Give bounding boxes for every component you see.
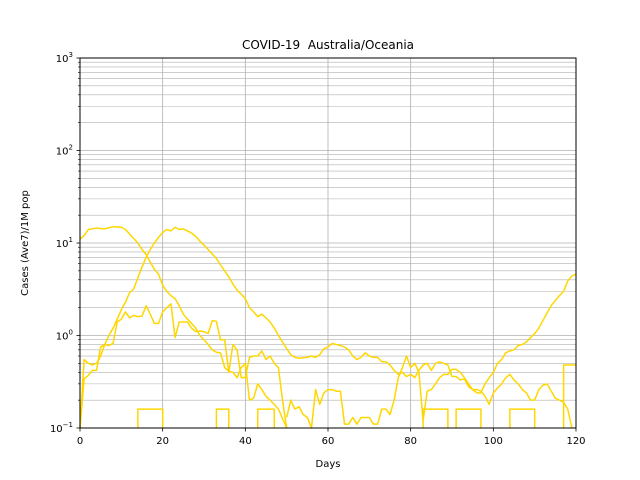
x-tick-label: 60 xyxy=(322,436,335,447)
y-tick-label: 101 xyxy=(56,236,73,250)
series-line-3 xyxy=(79,226,577,429)
series-line-11 xyxy=(562,364,576,428)
series-line-8 xyxy=(422,408,449,428)
series-line-7 xyxy=(256,408,276,428)
y-tick-label: 10−1 xyxy=(50,421,73,435)
y-axis-title: Cases (Ave7)/1M pop xyxy=(20,190,31,296)
grid-lines xyxy=(79,58,577,429)
y-tick-label: 100 xyxy=(56,329,73,343)
series-line-2 xyxy=(79,303,288,429)
series-line-6 xyxy=(215,408,230,428)
x-tick-label: 20 xyxy=(156,436,169,447)
x-tick-label: 0 xyxy=(77,436,83,447)
y-tick-label: 102 xyxy=(56,144,73,158)
x-tick-label: 80 xyxy=(404,436,417,447)
series-line-1 xyxy=(79,225,288,429)
chart-title: COVID-19 Australia/Oceania xyxy=(242,38,414,52)
series-line-4 xyxy=(285,355,573,429)
x-tick-label: 120 xyxy=(566,436,585,447)
x-axis-title: Days xyxy=(316,459,341,470)
series-line-10 xyxy=(509,408,536,428)
x-axis-ticks: 0 20 40 60 80 100 120 xyxy=(77,428,586,447)
y-tick-label: 103 xyxy=(56,51,73,65)
series-line-9 xyxy=(455,408,482,428)
x-tick-label: 40 xyxy=(239,436,252,447)
x-tick-label: 100 xyxy=(484,436,503,447)
data-series xyxy=(79,225,577,429)
series-line-5 xyxy=(137,408,164,428)
y-axis-ticks: 10−1 100 101 102 103 xyxy=(50,51,80,435)
